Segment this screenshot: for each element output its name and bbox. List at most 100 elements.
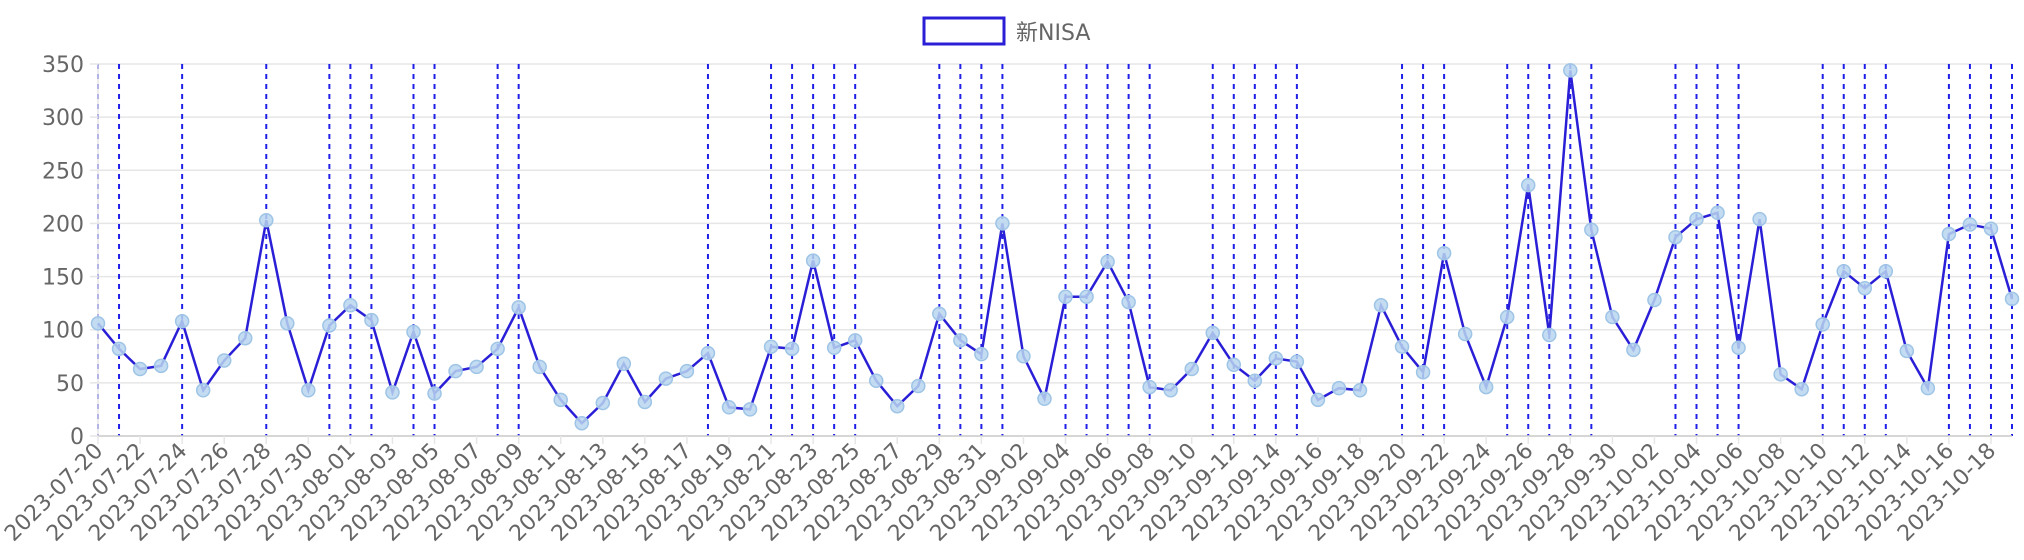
data-point [2004,291,2020,307]
data-point [1731,340,1746,356]
data-point [1584,222,1599,238]
data-point [700,345,716,361]
data-point [1563,63,1578,78]
grid [98,63,2012,437]
data-point [427,386,442,401]
data-point [932,306,947,322]
data-point [1121,294,1136,310]
data-point [111,341,127,357]
y-axis: 0 50 100 150 200 250 300 350 [42,53,2012,450]
data-point [1647,292,1662,308]
data-point [1668,229,1683,245]
data-point [343,298,358,313]
data-point [1962,217,1978,232]
data-point [1899,343,1915,359]
data-point [195,383,211,398]
data-point [1457,326,1473,342]
data-point [385,385,400,400]
data-point [1436,245,1452,261]
data-point [322,318,337,333]
data-point [469,359,484,375]
legend-label[interactable]: 新NISA [1016,21,1090,46]
data-point [259,212,274,228]
data-point [1352,383,1368,398]
data-point [595,395,611,411]
data-point [1016,349,1031,364]
data-point [301,383,316,398]
data-point [974,346,989,362]
data-point [1478,379,1494,395]
data-point [890,398,905,414]
data-point [1142,379,1157,395]
data-point [995,216,1010,231]
legend-swatch[interactable] [922,16,1006,46]
data-point [406,324,421,340]
data-point [805,253,821,268]
data-point [1100,254,1115,269]
data-point [574,415,590,431]
y-tick-label: 350 [42,53,84,78]
y-tick-label: 300 [42,106,84,131]
data-point [1815,317,1830,332]
data-point [637,394,653,410]
data-point [616,356,632,371]
data-point [1184,361,1199,377]
data-point [721,400,737,415]
data-point [1878,264,1894,279]
data-point [153,358,169,374]
data-point [237,330,253,346]
data-point [1857,281,1873,296]
data-point [1794,381,1809,397]
data-point [216,353,232,368]
data-point [90,316,106,331]
data-point [784,341,800,357]
data-point [658,371,674,386]
series-line [97,70,2014,425]
data-point [953,333,968,348]
data-point [448,363,463,379]
data-point [1247,373,1263,388]
data-point [1079,289,1094,305]
event-lines [97,64,2013,436]
y-tick-label: 250 [42,159,84,184]
data-point [1689,211,1704,227]
data-point [511,300,526,315]
y-tick-label: 200 [42,212,84,237]
y-tick-label: 50 [56,372,84,397]
data-point [1773,367,1788,382]
data-point [132,361,148,377]
data-point [1310,392,1326,408]
data-point [1983,221,1999,236]
data-point [490,341,505,357]
data-point [679,363,695,379]
data-point [1626,342,1641,358]
data-point [1205,325,1220,341]
y-tick-label: 100 [42,319,84,344]
data-point [280,316,295,331]
data-point [1268,351,1284,366]
data-point [532,359,547,375]
data-point [1605,309,1620,325]
legend[interactable]: 新NISA [922,16,1090,46]
series-points [90,63,2020,431]
data-point [1415,364,1431,380]
data-point [553,392,568,408]
data-point [868,373,884,388]
data-point [1752,211,1767,227]
data-point [1499,309,1515,325]
data-point [1289,354,1305,369]
data-point [763,339,779,354]
data-point [1710,205,1725,221]
data-point [911,378,926,394]
data-point [1394,339,1410,354]
y-tick-label: 0 [70,425,84,450]
y-tick-label: 150 [42,266,84,291]
data-point [1226,357,1242,373]
data-point [1373,298,1389,313]
data-point [364,312,379,328]
data-point [1836,264,1851,279]
data-point [1920,380,1936,396]
data-point [1163,383,1178,398]
data-point [742,402,758,417]
